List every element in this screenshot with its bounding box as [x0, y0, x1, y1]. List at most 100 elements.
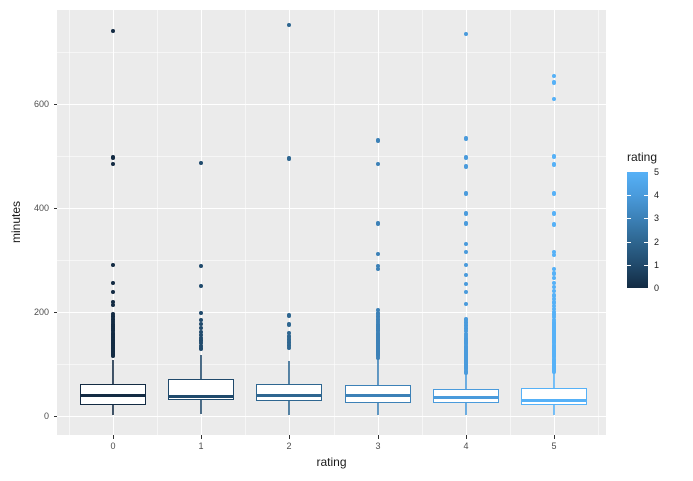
plot-panel: [57, 10, 606, 435]
x-tick-label: 0: [110, 441, 116, 451]
gridline-major-v: [289, 10, 291, 435]
y-tick-mark: [53, 208, 57, 209]
outlier-point: [286, 22, 292, 28]
outlier-point: [375, 138, 381, 143]
colorbar-label: 1: [654, 259, 660, 270]
gridline-major-h: [57, 208, 606, 210]
outlier-point: [286, 330, 292, 336]
outlier-point: [375, 322, 381, 327]
outlier-point: [110, 161, 116, 167]
outlier-point: [198, 332, 204, 338]
outlier-point: [463, 320, 469, 325]
outlier-point: [551, 312, 557, 317]
outlier-point: [198, 317, 204, 323]
x-tick-label: 2: [286, 441, 292, 451]
outlier-point: [375, 161, 381, 167]
gridline-major-v: [113, 10, 115, 435]
legend-title: rating: [627, 150, 658, 164]
gridline-minor-h: [57, 156, 606, 157]
outlier-point: [198, 160, 204, 165]
outlier-point: [463, 281, 469, 287]
outlier-point: [198, 329, 204, 334]
outlier-point: [110, 319, 116, 325]
outlier-point: [551, 303, 557, 308]
x-tick-mark: [201, 435, 202, 439]
median-rating-4: [433, 396, 499, 400]
outlier-point: [375, 221, 381, 226]
outlier-point: [551, 222, 557, 227]
outlier-point: [375, 307, 381, 313]
outlier-point: [463, 301, 469, 307]
gridline-minor-v: [598, 10, 599, 435]
outlier-point: [286, 313, 292, 318]
outlier-point: [551, 249, 557, 255]
outlier-point: [551, 296, 557, 302]
outlier-point: [463, 155, 469, 160]
outlier-point: [551, 309, 557, 315]
x-axis-title: rating: [316, 455, 347, 469]
outlier-point: [110, 289, 116, 295]
colorbar-tick: [627, 218, 631, 220]
outlier-point: [375, 266, 381, 272]
outlier-point: [551, 73, 557, 79]
outlier-point: [286, 343, 292, 348]
box-rating-2: [256, 384, 322, 401]
gridline-minor-v: [334, 10, 335, 435]
x-tick-label: 1: [198, 441, 204, 451]
y-tick-label: 200: [33, 306, 49, 317]
colorbar-label: 4: [654, 190, 660, 201]
outlier-point: [551, 211, 557, 216]
outlier-point: [110, 299, 116, 305]
x-tick-mark: [378, 435, 379, 439]
colorbar-tick: [644, 241, 648, 243]
outlier-point: [110, 280, 116, 286]
outlier-point: [551, 271, 557, 276]
median-rating-3: [345, 393, 411, 397]
outlier-point: [463, 317, 469, 322]
outlier-point: [110, 155, 116, 160]
box-rating-4: [433, 388, 499, 403]
gridline-minor-h: [57, 364, 606, 365]
outlier-point: [463, 136, 469, 141]
gridline-minor-v: [157, 10, 158, 435]
outlier-point: [198, 346, 204, 351]
outlier-point: [286, 337, 292, 342]
outlier-point: [551, 280, 557, 286]
outlier-point: [551, 306, 557, 312]
outlier-point: [198, 283, 204, 289]
median-rating-1: [168, 394, 234, 398]
colorbar-tick: [644, 195, 648, 197]
outlier-point: [375, 251, 381, 256]
colorbar-tick: [627, 264, 631, 266]
outlier-point: [551, 154, 557, 159]
x-tick-mark: [289, 435, 290, 439]
gridline-major-v: [201, 10, 203, 435]
outlier-point: [463, 331, 469, 337]
colorbar-tick: [627, 241, 631, 243]
outlier-point: [286, 334, 292, 339]
y-tick-label: 600: [33, 98, 49, 109]
outlier-point: [463, 221, 469, 226]
outlier-point: [463, 272, 469, 278]
x-tick-label: 5: [551, 441, 557, 451]
outlier-point: [463, 191, 469, 196]
gridline-minor-h: [57, 52, 606, 53]
outlier-point: [551, 80, 557, 85]
outlier-point: [551, 300, 557, 305]
outlier-point: [110, 311, 116, 317]
outlier-point: [375, 319, 381, 325]
colorbar-tick: [644, 264, 648, 266]
outlier-point: [463, 328, 469, 334]
outlier-point: [375, 263, 381, 269]
median-rating-5: [521, 399, 587, 403]
outlier-point: [110, 28, 116, 34]
outlier-point: [551, 275, 557, 281]
legend-colorbar: [627, 172, 648, 288]
x-tick-label: 3: [375, 441, 381, 451]
x-tick-mark: [554, 435, 555, 439]
outlier-point: [551, 320, 557, 325]
outlier-point: [286, 156, 292, 161]
gridline-minor-v: [245, 10, 246, 435]
median-rating-2: [256, 393, 322, 397]
